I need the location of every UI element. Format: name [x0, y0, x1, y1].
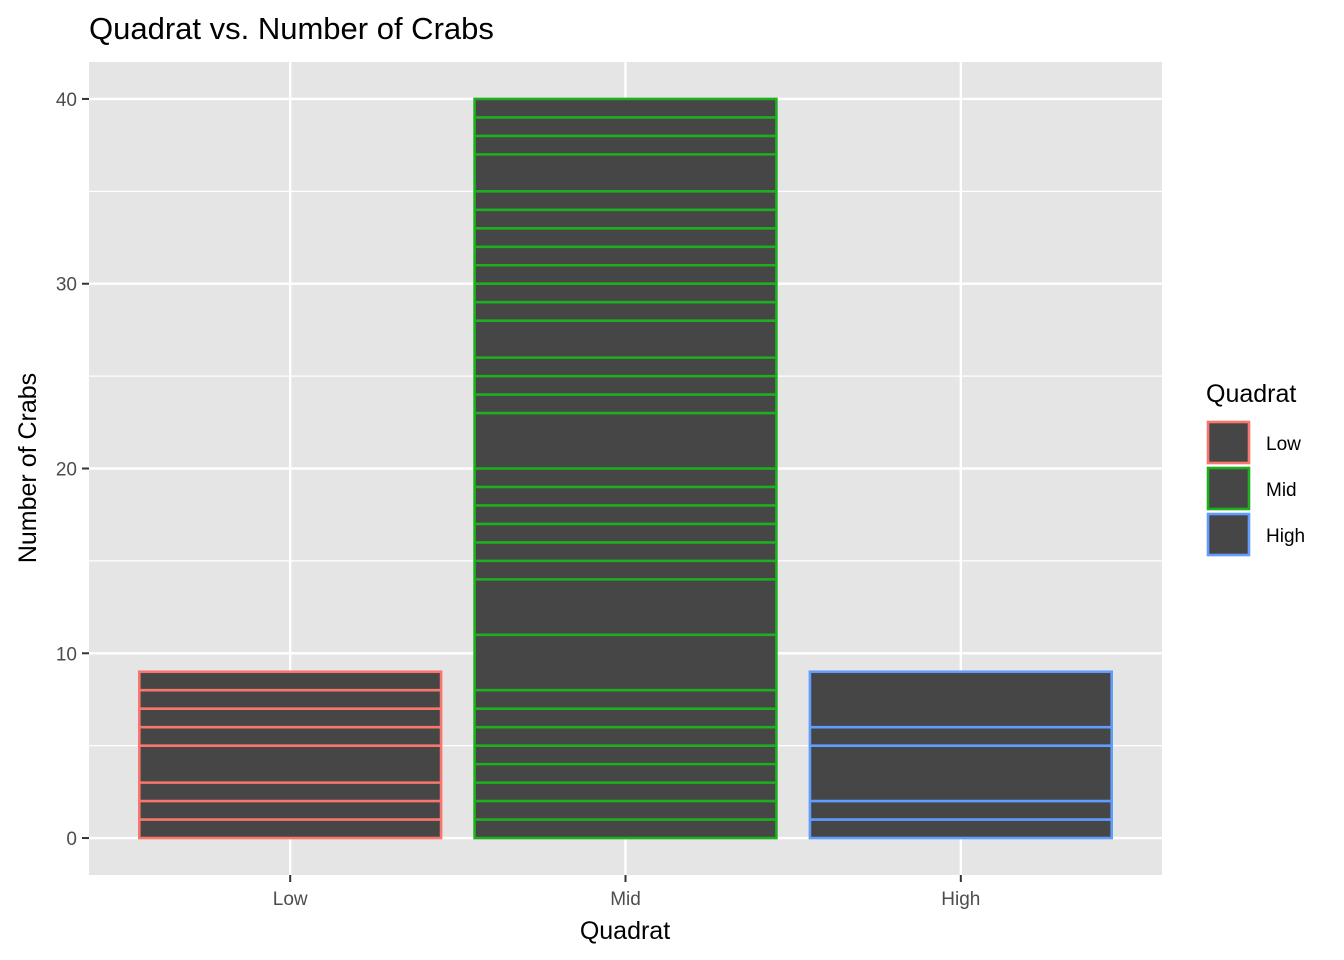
x-tick-label: Mid — [610, 889, 641, 910]
y-axis: 0 10 20 30 40 — [56, 90, 89, 850]
chart-title: Quadrat vs. Number of Crabs — [89, 11, 494, 46]
x-axis: Low Mid High — [273, 875, 980, 910]
x-tick-label: High — [941, 889, 980, 910]
x-tick-label: Low — [273, 889, 308, 910]
y-tick-label: 10 — [56, 644, 77, 665]
y-tick-label: 40 — [56, 90, 77, 111]
legend-title: Quadrat — [1206, 380, 1296, 408]
legend-label-mid: Mid — [1266, 480, 1297, 501]
bar-low — [137, 670, 443, 840]
legend-label-low: Low — [1266, 434, 1301, 455]
legend-label-high: High — [1266, 526, 1305, 547]
legend: Quadrat Low Mid High — [1206, 380, 1305, 557]
y-tick-label: 30 — [56, 275, 77, 296]
legend-key-high — [1206, 512, 1251, 557]
legend-key-mid — [1206, 466, 1251, 511]
bars — [137, 97, 1114, 840]
y-tick-label: 20 — [56, 460, 77, 481]
legend-key-low — [1206, 420, 1251, 465]
x-axis-title: Quadrat — [580, 917, 670, 945]
y-axis-title: Number of Crabs — [14, 373, 42, 563]
y-tick-label: 0 — [66, 829, 77, 850]
bar-high — [808, 670, 1114, 840]
